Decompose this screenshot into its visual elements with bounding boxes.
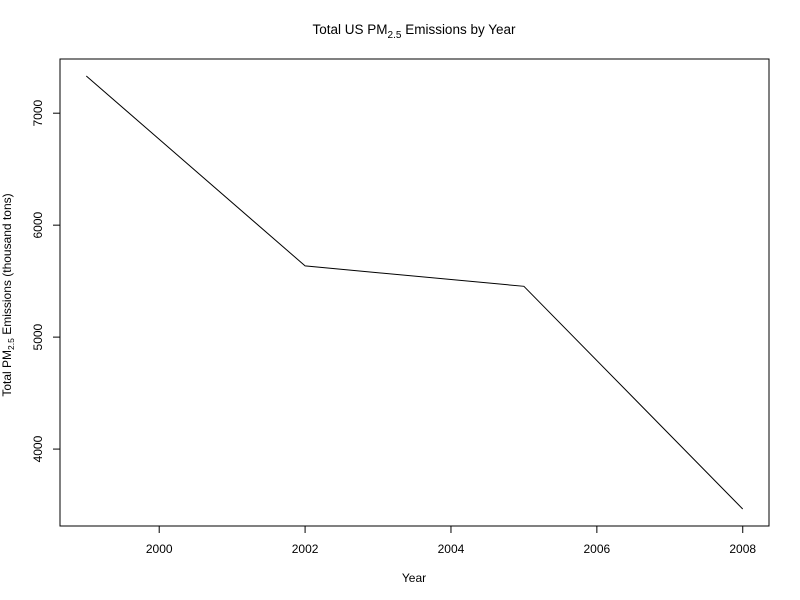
y-axis-label-suffix: Emissions (thousand tons) xyxy=(0,193,14,338)
x-tick-label: 2008 xyxy=(729,542,756,556)
chart-title: Total US PM2.5 Emissions by Year xyxy=(313,22,516,41)
y-tick-label: 5000 xyxy=(31,323,45,350)
x-tick-label: 2006 xyxy=(584,542,611,556)
plot-frame xyxy=(59,58,770,527)
y-axis-label-prefix: Total PM xyxy=(0,350,14,397)
x-tick-label: 2004 xyxy=(438,542,465,556)
y-tick-label: 7000 xyxy=(31,100,45,127)
y-tick-label: 6000 xyxy=(31,211,45,238)
y-axis: 4000 5000 6000 7000 xyxy=(31,100,60,462)
chart-title-suffix: Emissions by Year xyxy=(401,22,516,37)
y-axis-label: Total PM2.5 Emissions (thousand tons) xyxy=(0,193,16,396)
x-tick-label: 2002 xyxy=(292,542,319,556)
x-tick-label: 2000 xyxy=(146,542,173,556)
series-line xyxy=(85,75,744,510)
series-layer xyxy=(85,75,744,510)
chart-title-prefix: Total US PM xyxy=(313,22,388,37)
chart-title-subscript: 2.5 xyxy=(388,30,402,41)
x-axis: 2000 2002 2004 2006 2008 xyxy=(146,526,756,556)
y-tick-label: 4000 xyxy=(31,435,45,462)
y-axis-label-subscript: 2.5 xyxy=(6,338,16,350)
x-axis-label: Year xyxy=(402,571,426,585)
